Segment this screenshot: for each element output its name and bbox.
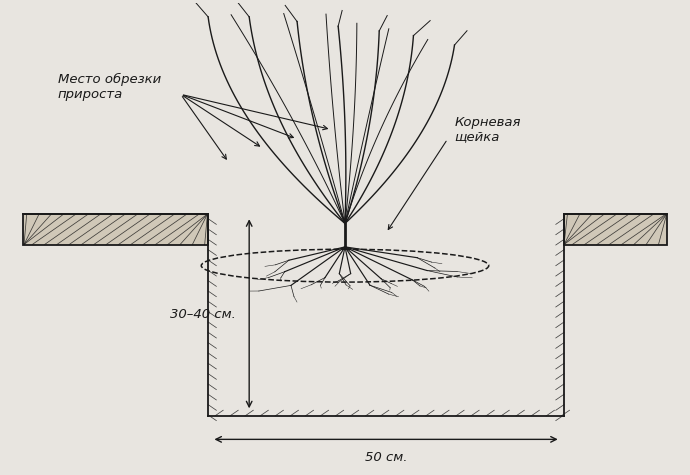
Polygon shape <box>564 214 667 245</box>
Text: 50 см.: 50 см. <box>365 451 407 464</box>
Text: 30–40 см.: 30–40 см. <box>170 308 235 322</box>
Text: Место обрезки
прироста: Место обрезки прироста <box>57 73 161 101</box>
Text: Корневая
щейка: Корневая щейка <box>455 115 521 143</box>
Polygon shape <box>23 214 208 245</box>
